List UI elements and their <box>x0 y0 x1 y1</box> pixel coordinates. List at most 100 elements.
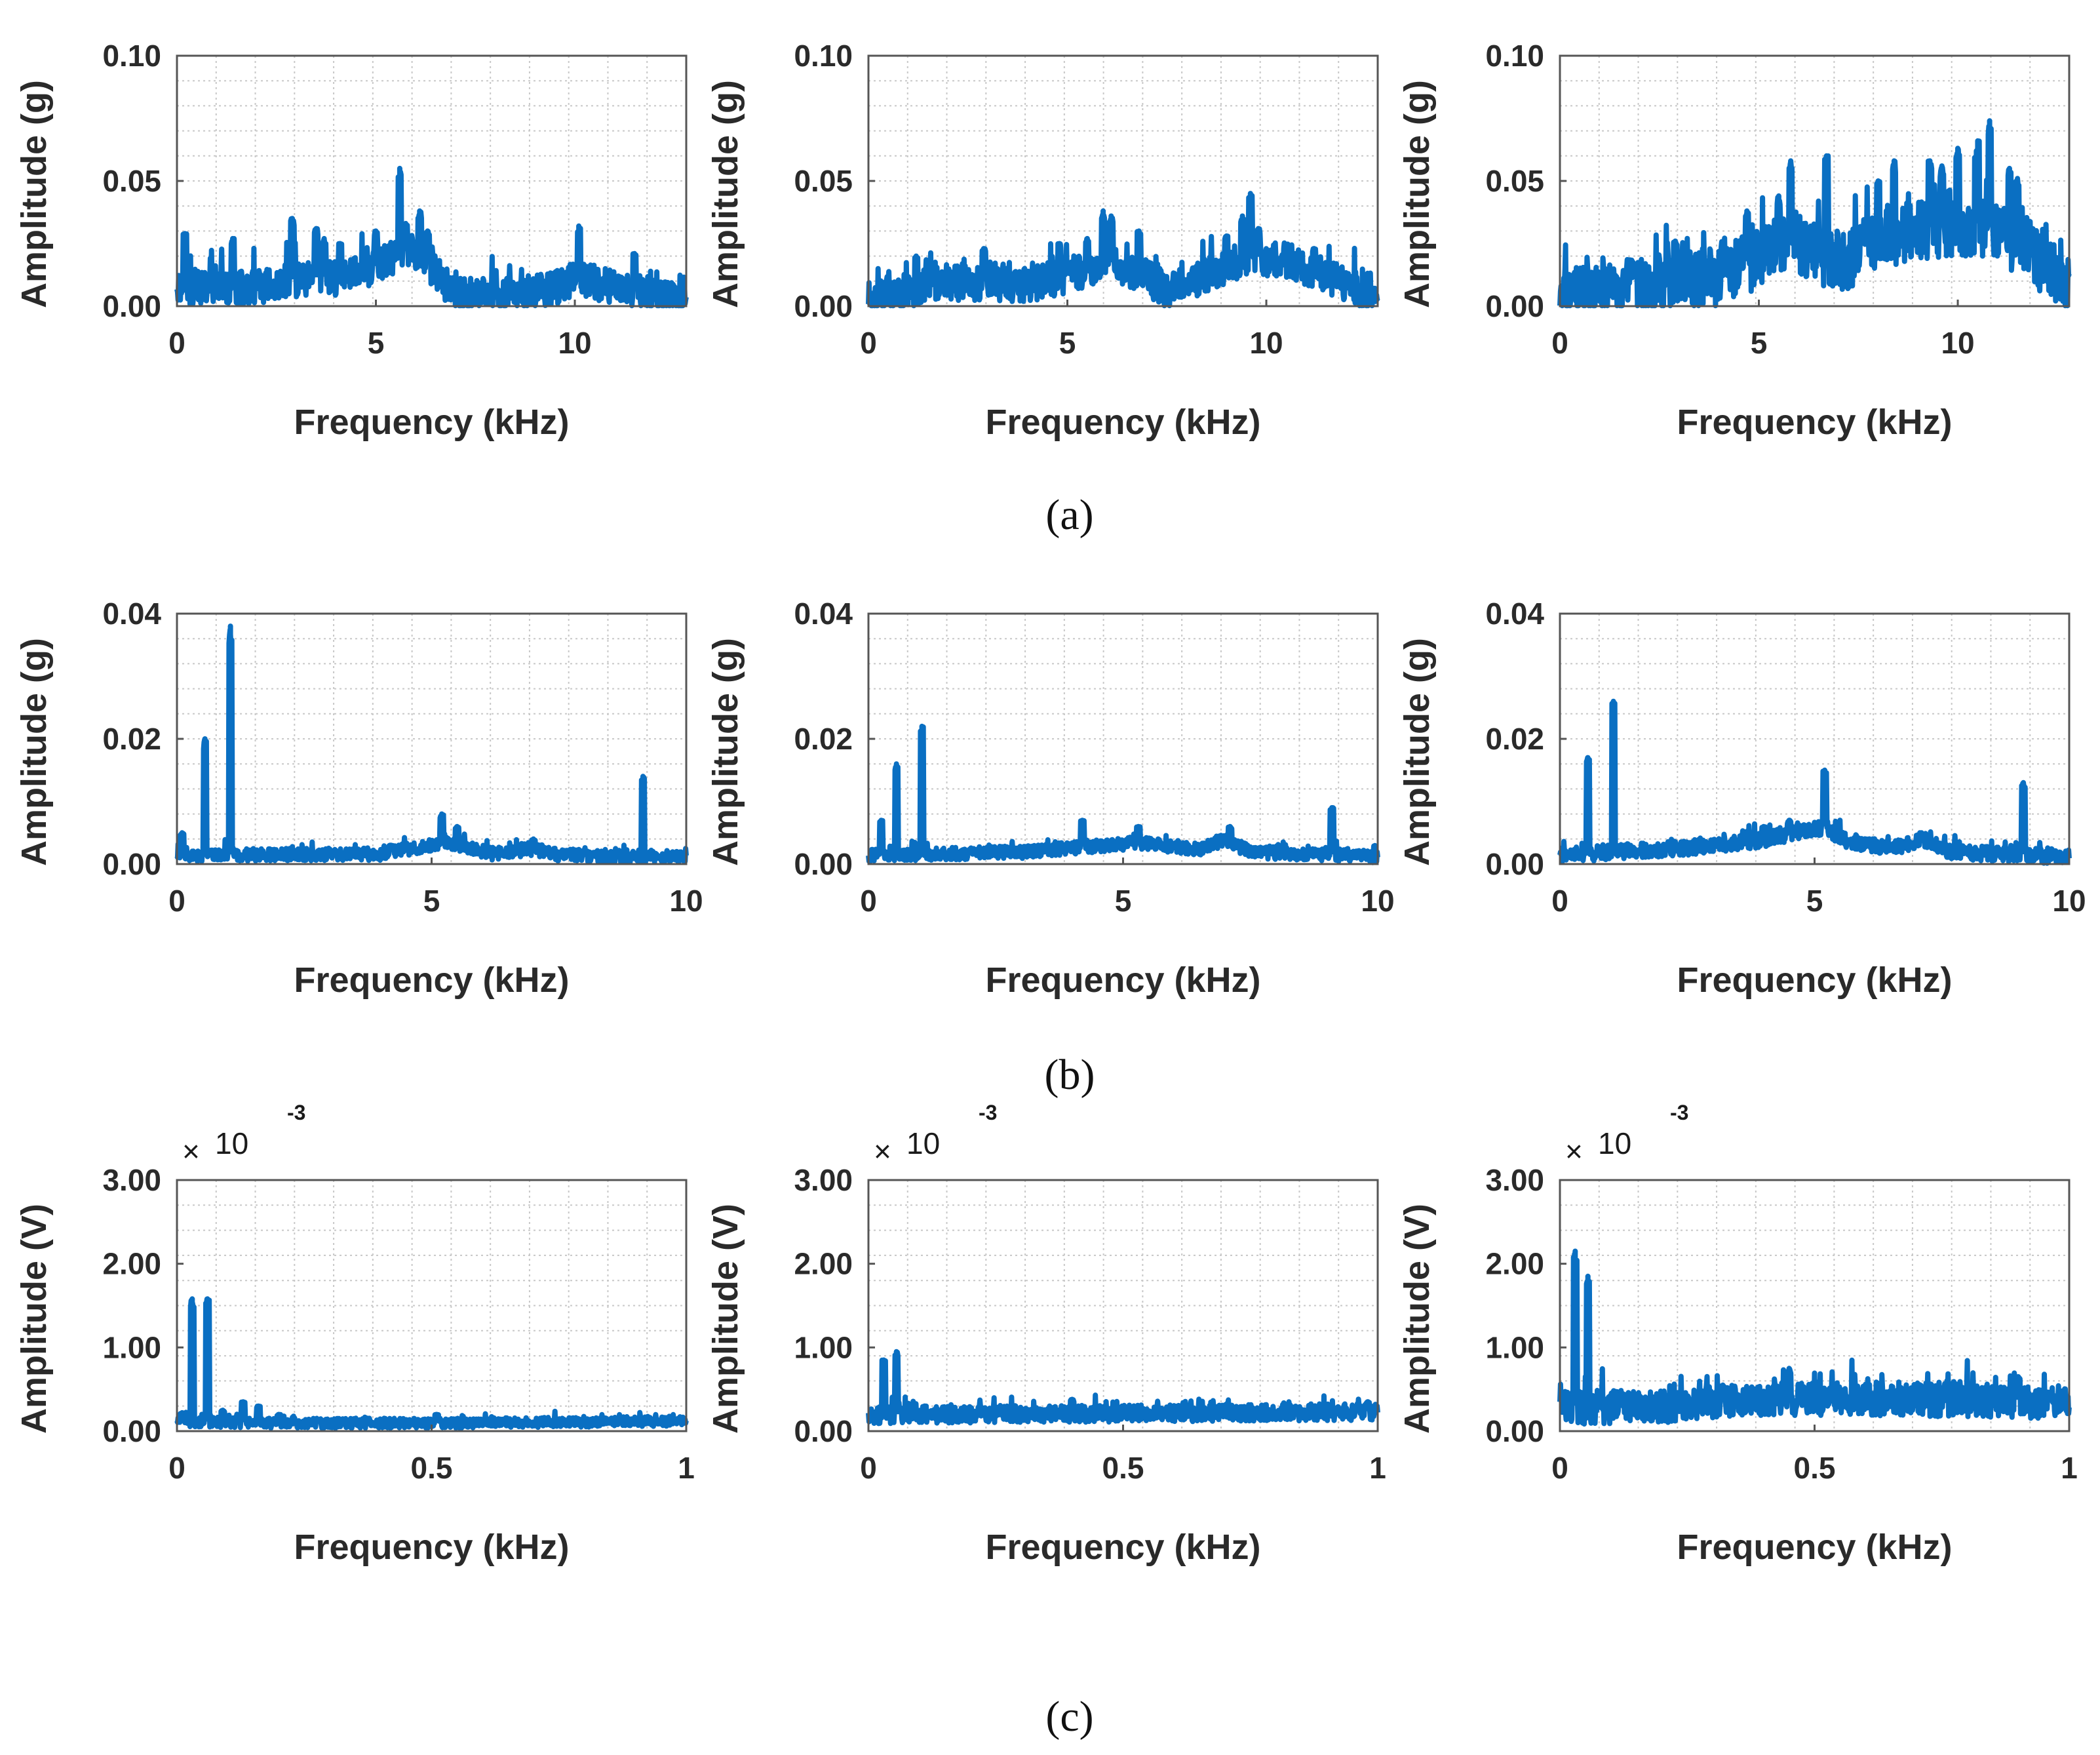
y-tick-label: 0.02 <box>794 722 853 756</box>
peak-point <box>241 1399 246 1405</box>
peak-point <box>189 1296 195 1302</box>
y-tick-label: 2.00 <box>1485 1247 1544 1281</box>
peak-point <box>337 241 343 246</box>
peak-point <box>1786 818 1792 823</box>
peak-point <box>2021 779 2027 785</box>
peak-point <box>1918 830 1924 836</box>
peak-point <box>1084 235 1090 241</box>
peak-point <box>1720 1382 1726 1388</box>
chart-c3: 0.00 1.00 2.00 3.00 0 0.5 1 Frequency (kHz) Ampl… <box>1397 1101 2078 1567</box>
exponent-power: -3 <box>287 1101 305 1124</box>
peak-point <box>1365 1399 1371 1405</box>
peak-point <box>893 1349 899 1354</box>
peak-point <box>1788 158 1794 164</box>
peak-point <box>204 1296 210 1302</box>
peak-point <box>2015 176 2021 182</box>
x-tick-label: 10 <box>1249 326 1283 360</box>
x-tick-label: 1 <box>678 1451 695 1485</box>
y-axis-label: Amplitude (g) <box>14 80 54 308</box>
y-tick-label: 1.00 <box>1485 1330 1544 1364</box>
peak-point <box>1823 153 1829 159</box>
grid-b3 <box>1560 614 2069 864</box>
chart-c1: 0.00 1.00 2.00 3.00 0 0.5 1 Frequency (kHz) Ampl… <box>14 1101 695 1567</box>
peak-point <box>1585 1273 1591 1279</box>
peak-point <box>1079 818 1085 823</box>
x-axis-label: Frequency (kHz) <box>1677 403 1952 442</box>
x-tick-label: 0 <box>860 884 877 918</box>
x-tick-label: 0 <box>168 1451 185 1485</box>
peak-point <box>1329 805 1335 810</box>
y-tick-label: 3.00 <box>1485 1163 1544 1197</box>
peak-point <box>893 761 899 767</box>
peak-point <box>1239 213 1245 219</box>
peak-point <box>2015 1374 2021 1379</box>
grid-c1 <box>177 1180 686 1431</box>
y-tick-label: 2.00 <box>794 1247 853 1281</box>
peak-point <box>179 830 185 836</box>
peak-point <box>202 736 208 741</box>
peak-point <box>417 208 423 214</box>
x-tick-label: 5 <box>1751 326 1768 360</box>
peak-point <box>1610 698 1616 704</box>
y-axis-label: Amplitude (V) <box>14 1204 54 1434</box>
y-tick-label: 0.00 <box>102 1414 161 1448</box>
peak-point <box>576 223 582 229</box>
exponent-multiplier: × <box>182 1134 200 1168</box>
x-axis-label: Frequency (kHz) <box>1677 960 1952 1000</box>
y-axis-label: Amplitude (g) <box>1397 80 1437 308</box>
peak-point <box>922 1403 927 1409</box>
exponent-base: 10 <box>215 1126 248 1160</box>
series-line-a1 <box>174 168 689 309</box>
chart-a2: 0.00 0.05 0.10 0 5 10 Frequency (kHz) Amplitude… <box>706 39 1380 442</box>
x-tick-label: 10 <box>669 884 703 918</box>
y-tick-label: 0.00 <box>794 1414 853 1448</box>
peak-point <box>2006 165 2012 171</box>
peak-point <box>403 220 408 226</box>
x-tick-label: 5 <box>368 326 385 360</box>
y-tick-label: 0.02 <box>102 722 161 756</box>
peak-point <box>1311 246 1317 252</box>
panel-caption-c: (c) <box>1045 1693 1093 1741</box>
x-tick-label: 5 <box>1115 884 1132 918</box>
peak-point <box>290 216 295 222</box>
y-axis-label: Amplitude (V) <box>1397 1204 1437 1434</box>
y-tick-label: 0.00 <box>1485 289 1544 323</box>
x-tick-label: 1 <box>2061 1451 2078 1485</box>
peak-point <box>1255 226 1261 231</box>
x-tick-label: 0 <box>168 326 185 360</box>
peak-point <box>1987 118 1993 124</box>
x-tick-label: 10 <box>558 326 591 360</box>
axes-box-c1 <box>176 1179 688 1432</box>
peak-point <box>1135 823 1141 829</box>
peak-point <box>1057 241 1062 246</box>
x-tick-label: 0 <box>1551 884 1568 918</box>
peak-point <box>919 723 925 729</box>
grid-b2 <box>868 614 1378 864</box>
peak-point <box>1760 823 1766 829</box>
x-axis-label: Frequency (kHz) <box>985 403 1260 442</box>
chart-a1: 0.00 0.05 0.10 0 5 10 Frequency (kHz) Amplitude… <box>14 39 689 442</box>
x-tick-label: 10 <box>1361 884 1394 918</box>
exponent-power: -3 <box>979 1101 997 1124</box>
chart-b3: 0.00 0.02 0.04 0 5 10 Frequency (kHz) Amplitude… <box>1397 597 2086 1000</box>
series-line-c2 <box>866 1349 1380 1427</box>
y-tick-label: 0.00 <box>794 847 853 881</box>
y-tick-label: 0.02 <box>1485 722 1544 756</box>
panel-caption-b: (b) <box>1045 1051 1095 1099</box>
series-line-c1 <box>174 1296 689 1431</box>
x-axis-label: Frequency (kHz) <box>1677 1528 1952 1567</box>
peak-point <box>1069 1396 1075 1402</box>
y-tick-label: 0.10 <box>1485 39 1544 73</box>
y-tick-label: 0.00 <box>794 289 853 323</box>
peak-point <box>434 1411 440 1417</box>
grid-b1 <box>177 614 686 864</box>
y-tick-label: 0.04 <box>794 597 853 631</box>
peak-point <box>1955 146 1960 151</box>
peak-point <box>276 1411 282 1417</box>
axes-box-b1 <box>176 612 688 865</box>
y-tick-label: 0.00 <box>1485 847 1544 881</box>
peak-point <box>1108 213 1114 219</box>
x-axis-label: Frequency (kHz) <box>985 960 1260 1000</box>
y-tick-label: 0.00 <box>102 289 161 323</box>
peak-point <box>1927 158 1933 164</box>
